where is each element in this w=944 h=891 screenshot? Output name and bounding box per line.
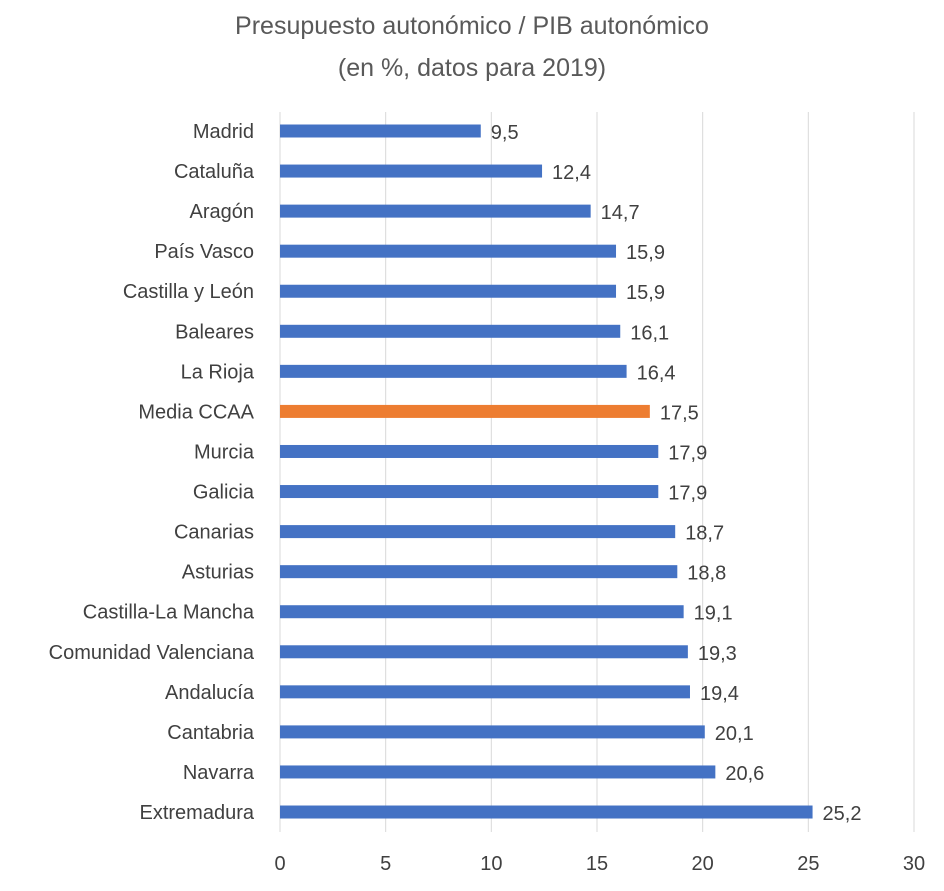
data-label: 16,4 — [637, 362, 676, 384]
bar — [280, 765, 716, 779]
data-label: 15,9 — [626, 242, 665, 264]
data-label: 16,1 — [630, 322, 669, 344]
y-category-label: Cataluña — [174, 161, 255, 183]
bar — [280, 124, 481, 138]
data-label: 15,9 — [626, 282, 665, 304]
bar — [280, 685, 690, 699]
y-category-label: Andalucía — [165, 682, 255, 704]
y-category-label: Aragón — [190, 201, 255, 223]
x-tick-label: 15 — [586, 853, 608, 875]
bar — [280, 284, 617, 298]
x-tick-label: 20 — [692, 853, 714, 875]
data-label: 20,6 — [725, 763, 764, 785]
bar — [280, 605, 684, 619]
bar — [280, 404, 650, 418]
y-category-label: Media CCAA — [138, 401, 254, 423]
bar — [280, 244, 617, 258]
y-category-label: Comunidad Valenciana — [49, 642, 255, 664]
data-label: 17,5 — [660, 402, 699, 424]
data-label: 14,7 — [601, 202, 640, 224]
data-label: 17,9 — [668, 442, 707, 464]
data-label: 19,1 — [694, 603, 733, 625]
y-category-label: Asturias — [182, 562, 254, 584]
data-label: 19,3 — [698, 643, 737, 665]
bar — [280, 725, 705, 739]
bar — [280, 645, 688, 659]
bar — [280, 565, 678, 579]
y-category-label: Canarias — [174, 522, 254, 544]
bar — [280, 164, 543, 178]
y-category-label: La Rioja — [181, 361, 255, 383]
x-tick-label: 5 — [380, 853, 391, 875]
data-label: 25,2 — [823, 803, 862, 825]
data-label: 19,4 — [700, 683, 739, 705]
y-category-label: Madrid — [193, 121, 254, 143]
y-category-label: Extremadura — [140, 802, 255, 824]
y-category-label: Castilla-La Mancha — [83, 602, 255, 624]
bar — [280, 444, 659, 458]
bar — [280, 525, 676, 539]
y-category-label: Cantabria — [167, 722, 255, 744]
chart-subtitle: (en %, datos para 2019) — [337, 54, 607, 82]
chart-title: Presupuesto autonómico / PIB autonómico — [235, 12, 709, 40]
data-label: 12,4 — [552, 162, 591, 184]
bar — [280, 364, 627, 378]
y-category-label: País Vasco — [154, 241, 254, 263]
data-label: 18,8 — [687, 563, 726, 585]
y-category-label: Baleares — [175, 321, 254, 343]
x-tick-label: 0 — [274, 853, 285, 875]
y-category-label: Galicia — [193, 482, 255, 504]
bar — [280, 204, 591, 218]
data-label: 20,1 — [715, 723, 754, 745]
data-label: 18,7 — [685, 523, 724, 545]
x-tick-label: 25 — [797, 853, 819, 875]
data-label: 9,5 — [491, 122, 519, 144]
y-category-label: Castilla y León — [123, 281, 254, 303]
data-label: 17,9 — [668, 483, 707, 505]
y-category-label: Murcia — [194, 441, 255, 463]
x-tick-label: 30 — [903, 853, 925, 875]
x-tick-label: 10 — [480, 853, 502, 875]
bar — [280, 324, 621, 338]
y-category-label: Navarra — [183, 762, 255, 784]
bar — [280, 485, 659, 499]
bar — [280, 805, 813, 819]
